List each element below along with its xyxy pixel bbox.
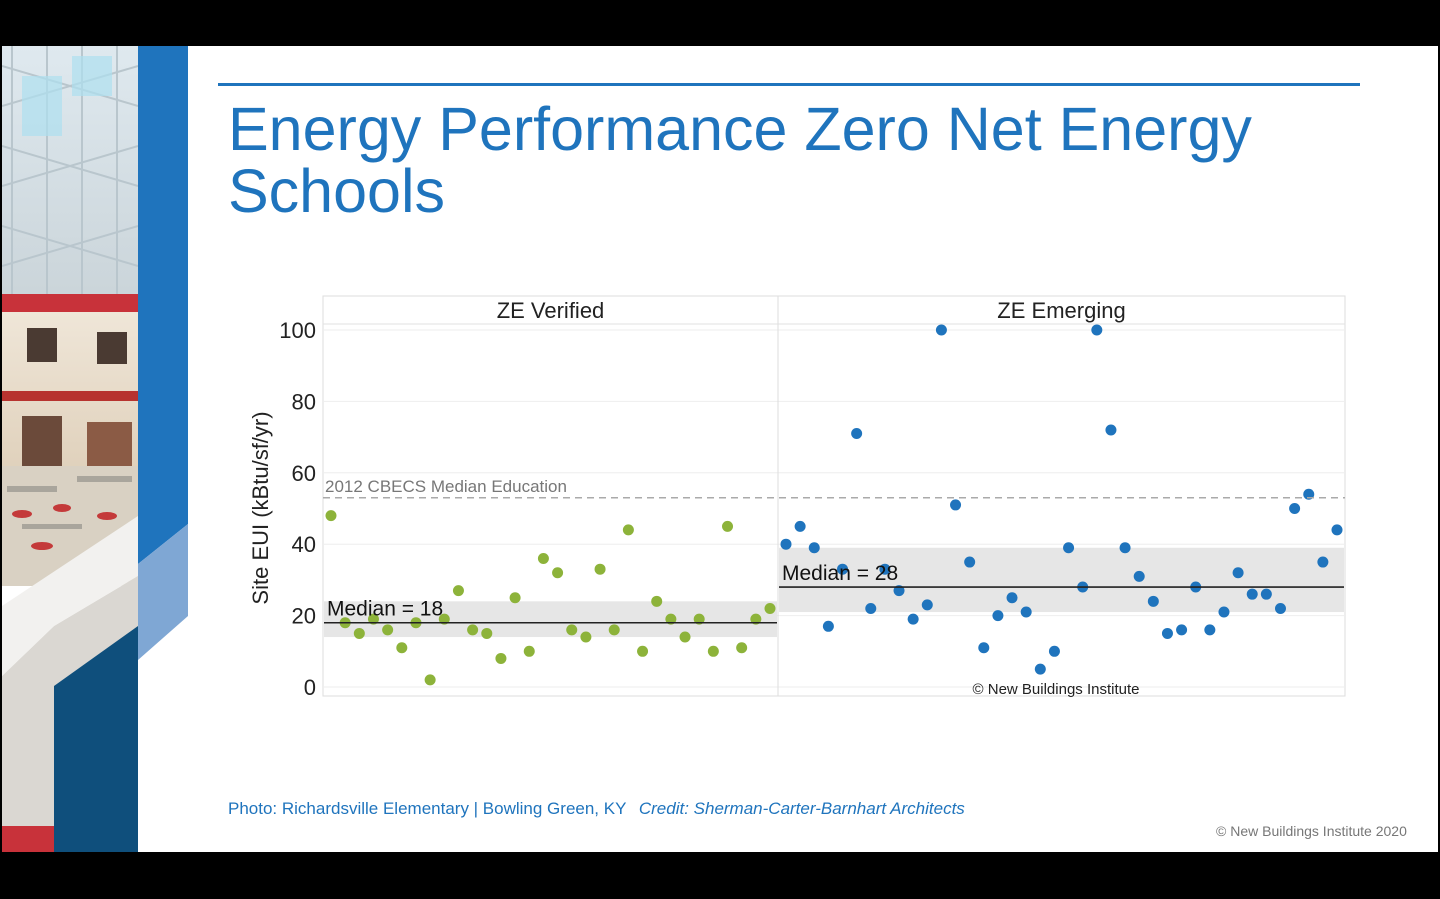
data-point: [822, 620, 834, 632]
data-point: [679, 631, 691, 643]
data-point: [1034, 663, 1046, 675]
data-point: [907, 613, 919, 625]
data-point: [1204, 624, 1216, 636]
data-point: [808, 542, 820, 554]
data-point: [780, 538, 792, 550]
data-point: [509, 592, 521, 604]
data-point: [1232, 567, 1244, 579]
data-point: [651, 595, 663, 607]
panel-header-1: ZE Verified: [497, 298, 605, 323]
data-point: [893, 585, 905, 597]
data-point: [566, 624, 578, 636]
school-cafeteria-photo: [2, 46, 188, 852]
data-point: [537, 552, 549, 564]
y-tick-label: 20: [292, 604, 316, 629]
y-tick-label: 60: [292, 461, 316, 486]
chart-watermark: © New Buildings Institute: [973, 681, 1140, 698]
data-point: [764, 602, 776, 614]
median-label: Median = 28: [782, 562, 898, 585]
data-point: [382, 624, 394, 636]
y-tick-label: 100: [279, 318, 316, 343]
cbecs-reference-label: 2012 CBECS Median Education: [325, 477, 567, 496]
data-point: [594, 563, 606, 575]
data-point: [750, 613, 762, 625]
median-label: Median = 18: [327, 598, 443, 621]
data-point: [1091, 324, 1103, 336]
title-rule: [218, 83, 1360, 86]
data-point: [1048, 645, 1060, 657]
data-point: [1133, 570, 1145, 582]
data-point: [707, 645, 719, 657]
data-point: [879, 563, 891, 575]
data-point: [1147, 595, 1159, 607]
data-point: [495, 652, 507, 664]
data-point: [1176, 624, 1188, 636]
copyright-footer: © New Buildings Institute 2020: [1216, 823, 1407, 839]
y-tick-label: 80: [292, 389, 316, 414]
data-point: [523, 645, 535, 657]
data-point: [665, 613, 677, 625]
data-point: [921, 599, 933, 611]
data-point: [467, 624, 479, 636]
data-point: [1303, 488, 1315, 500]
data-point: [935, 324, 947, 336]
data-point: [608, 624, 620, 636]
data-point: [794, 520, 806, 532]
data-point: [865, 602, 877, 614]
data-point: [1317, 556, 1329, 568]
data-point: [424, 674, 436, 686]
data-point: [481, 627, 493, 639]
data-point: [1105, 424, 1117, 436]
y-tick-label: 40: [292, 532, 316, 557]
data-point: [964, 556, 976, 568]
data-point: [552, 567, 564, 579]
data-point: [693, 613, 705, 625]
y-tick-label: 0: [304, 675, 316, 700]
y-axis-label: Site EUI (kBtu/sf/yr): [248, 411, 273, 604]
data-point: [580, 631, 592, 643]
data-point: [1274, 602, 1286, 614]
data-point: [736, 642, 748, 654]
data-point: [1331, 524, 1343, 536]
data-point: [851, 428, 863, 440]
slide: Energy Performance Zero Net Energy Schoo…: [2, 46, 1438, 852]
data-point: [637, 645, 649, 657]
data-point: [452, 585, 464, 597]
data-point: [978, 642, 990, 654]
data-point: [950, 499, 962, 511]
data-point: [1161, 627, 1173, 639]
data-point: [622, 524, 634, 536]
photo-caption-text: Photo: Richardsville Elementary | Bowlin…: [228, 799, 627, 818]
data-point: [325, 510, 337, 522]
data-point: [353, 627, 365, 639]
data-point: [1119, 542, 1131, 554]
panel-header-2: ZE Emerging: [997, 298, 1125, 323]
data-point: [1218, 606, 1230, 618]
data-point: [1063, 542, 1075, 554]
photo-credit: Credit: Sherman-Carter-Barnhart Architec…: [638, 799, 965, 818]
eui-scatter-chart: 0 20 40 60 80 100 Site EUI (kBtu/sf/yr) ZE Veri…: [248, 295, 1346, 700]
data-point: [1020, 606, 1032, 618]
data-point: [1289, 503, 1301, 514]
data-point: [722, 520, 734, 532]
data-point: [992, 610, 1004, 622]
data-point: [367, 613, 379, 625]
data-point: [438, 613, 450, 625]
data-point: [1006, 592, 1018, 604]
page-title: Energy Performance Zero Net Energy Schoo…: [228, 95, 1252, 225]
data-point: [837, 563, 849, 575]
data-point: [1260, 588, 1272, 600]
median-band: [779, 547, 1344, 613]
data-point: [396, 642, 408, 654]
panel-frame-2: [777, 295, 1346, 697]
data-point: [1246, 588, 1258, 600]
photo-caption: Photo: Richardsville Elementary | Bowlin…: [228, 799, 965, 819]
